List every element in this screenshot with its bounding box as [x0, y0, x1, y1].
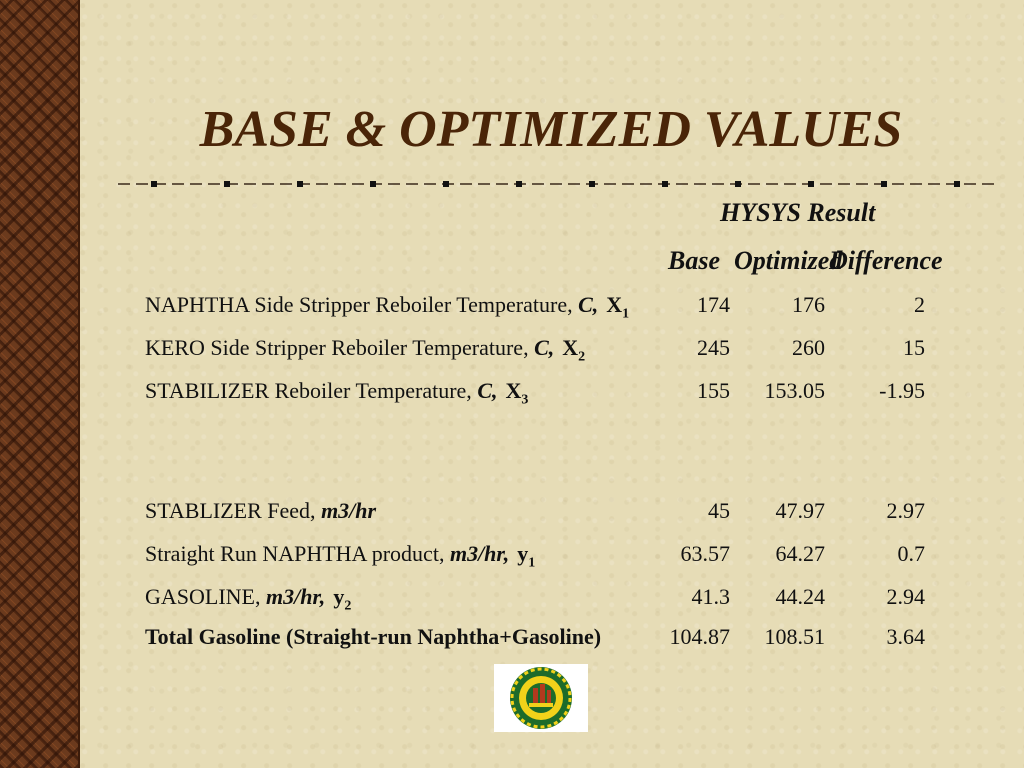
divider-dot [224, 181, 230, 187]
optimized-value: 47.97 [775, 498, 826, 523]
table-row: GASOLINE, m3/hr, y2 41.3 44.24 2.94 [145, 584, 935, 616]
slide-background [78, 0, 1024, 768]
divider-dot [297, 181, 303, 187]
slide-title: BASE & OPTIMIZED VALUES [199, 101, 903, 158]
row-label: KERO Side Stripper Reboiler Temperature,… [145, 335, 586, 365]
row-label: STABILIZER Reboiler Temperature, C, X3 [145, 378, 529, 408]
row-label: GASOLINE, m3/hr, y2 [145, 584, 352, 614]
divider-dot [735, 181, 741, 187]
divider-dot [370, 181, 376, 187]
base-value: 104.87 [669, 624, 731, 649]
difference-value: 0.7 [897, 541, 926, 566]
base-value: 45 [708, 498, 730, 523]
base-value: 174 [697, 292, 730, 317]
row-label: NAPHTHA Side Stripper Reboiler Temperatu… [145, 292, 630, 322]
base-value: 155 [697, 378, 730, 403]
difference-value: -1.95 [879, 378, 925, 403]
difference-value: 15 [903, 335, 925, 360]
table-row-total: Total Gasoline (Straight-run Naphtha+Gas… [145, 624, 935, 656]
difference-value: 2.97 [886, 498, 926, 523]
divider-dot [954, 181, 960, 187]
table-row: STABILIZER Reboiler Temperature, C, X3 15… [145, 378, 935, 410]
table-row: NAPHTHA Side Stripper Reboiler Temperatu… [145, 292, 935, 324]
table-row: STABLIZER Feed, m3/hr 45 47.97 2.97 [145, 498, 935, 530]
header-hysys-result: HYSYS Result [720, 198, 876, 227]
decorative-sidebar [0, 0, 80, 768]
optimized-value: 176 [792, 292, 825, 317]
row-label: Total Gasoline (Straight-run Naphtha+Gas… [145, 624, 602, 649]
table-row: KERO Side Stripper Reboiler Temperature,… [145, 335, 935, 367]
divider-dot [808, 181, 814, 187]
header-optimized: Optimized [734, 246, 843, 275]
header-base: Base [668, 246, 720, 275]
optimized-value: 108.51 [764, 624, 826, 649]
optimized-value: 64.27 [775, 541, 826, 566]
row-label: STABLIZER Feed, m3/hr [145, 498, 377, 523]
divider-dot [516, 181, 522, 187]
company-seal-icon [494, 664, 588, 732]
optimized-value: 44.24 [775, 584, 826, 609]
difference-value: 2 [914, 292, 925, 317]
base-value: 41.3 [691, 584, 731, 609]
divider-dot [443, 181, 449, 187]
divider-dot [881, 181, 887, 187]
optimized-value: 153.05 [764, 378, 826, 403]
row-label: Straight Run NAPHTHA product, m3/hr, y1 [145, 541, 536, 571]
divider-dot [151, 181, 157, 187]
divider-dot [589, 181, 595, 187]
difference-value: 2.94 [886, 584, 926, 609]
optimized-value: 260 [792, 335, 825, 360]
base-value: 245 [697, 335, 730, 360]
base-value: 63.57 [680, 541, 731, 566]
difference-value: 3.64 [886, 624, 926, 649]
divider-dot [662, 181, 668, 187]
header-difference: Difference [829, 246, 943, 275]
table-row: Straight Run NAPHTHA product, m3/hr, y1 6… [145, 541, 935, 573]
company-logo [494, 664, 588, 732]
dashed-divider [118, 181, 994, 187]
